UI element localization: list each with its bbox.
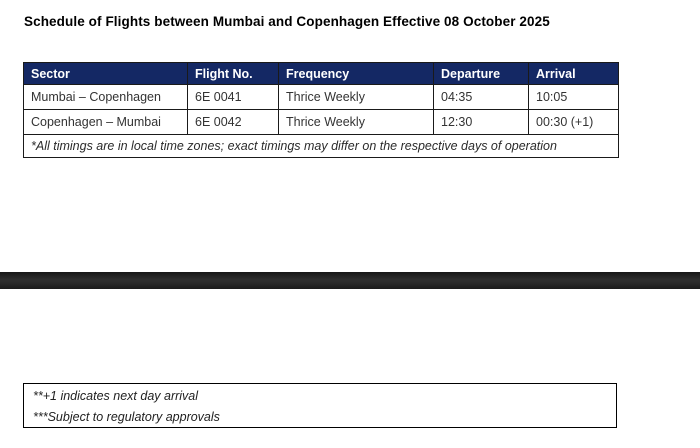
table-header-row: Sector Flight No. Frequency Departure Ar… xyxy=(23,62,619,85)
page-break-separator xyxy=(0,272,700,289)
cell-arrival: 00:30 (+1) xyxy=(528,109,619,135)
notes-box: **+1 indicates next day arrival ***Subje… xyxy=(23,383,617,428)
cell-flight-no: 6E 0042 xyxy=(187,109,279,135)
column-header-sector: Sector xyxy=(23,62,188,85)
column-header-frequency: Frequency xyxy=(278,62,434,85)
cell-arrival: 10:05 xyxy=(528,84,619,110)
column-header-arrival: Arrival xyxy=(528,62,619,85)
cell-sector: Copenhagen – Mumbai xyxy=(23,109,188,135)
cell-departure: 12:30 xyxy=(433,109,529,135)
column-header-departure: Departure xyxy=(433,62,529,85)
table-footnote-row: *All timings are in local time zones; ex… xyxy=(23,134,619,158)
cell-frequency: Thrice Weekly xyxy=(278,109,434,135)
flight-schedule-table: Sector Flight No. Frequency Departure Ar… xyxy=(23,62,619,158)
table-row: Mumbai – Copenhagen 6E 0041 Thrice Weekl… xyxy=(23,84,619,110)
cell-departure: 04:35 xyxy=(433,84,529,110)
cell-frequency: Thrice Weekly xyxy=(278,84,434,110)
note-line-regulatory-approvals: ***Subject to regulatory approvals xyxy=(33,410,220,424)
note-line-next-day-arrival: **+1 indicates next day arrival xyxy=(33,389,199,403)
cell-sector: Mumbai – Copenhagen xyxy=(23,84,188,110)
cell-flight-no: 6E 0041 xyxy=(187,84,279,110)
column-header-flight-no: Flight No. xyxy=(187,62,279,85)
table-footnote: *All timings are in local time zones; ex… xyxy=(23,134,619,158)
table-row: Copenhagen – Mumbai 6E 0042 Thrice Weekl… xyxy=(23,109,619,135)
page-title: Schedule of Flights between Mumbai and C… xyxy=(24,14,550,29)
